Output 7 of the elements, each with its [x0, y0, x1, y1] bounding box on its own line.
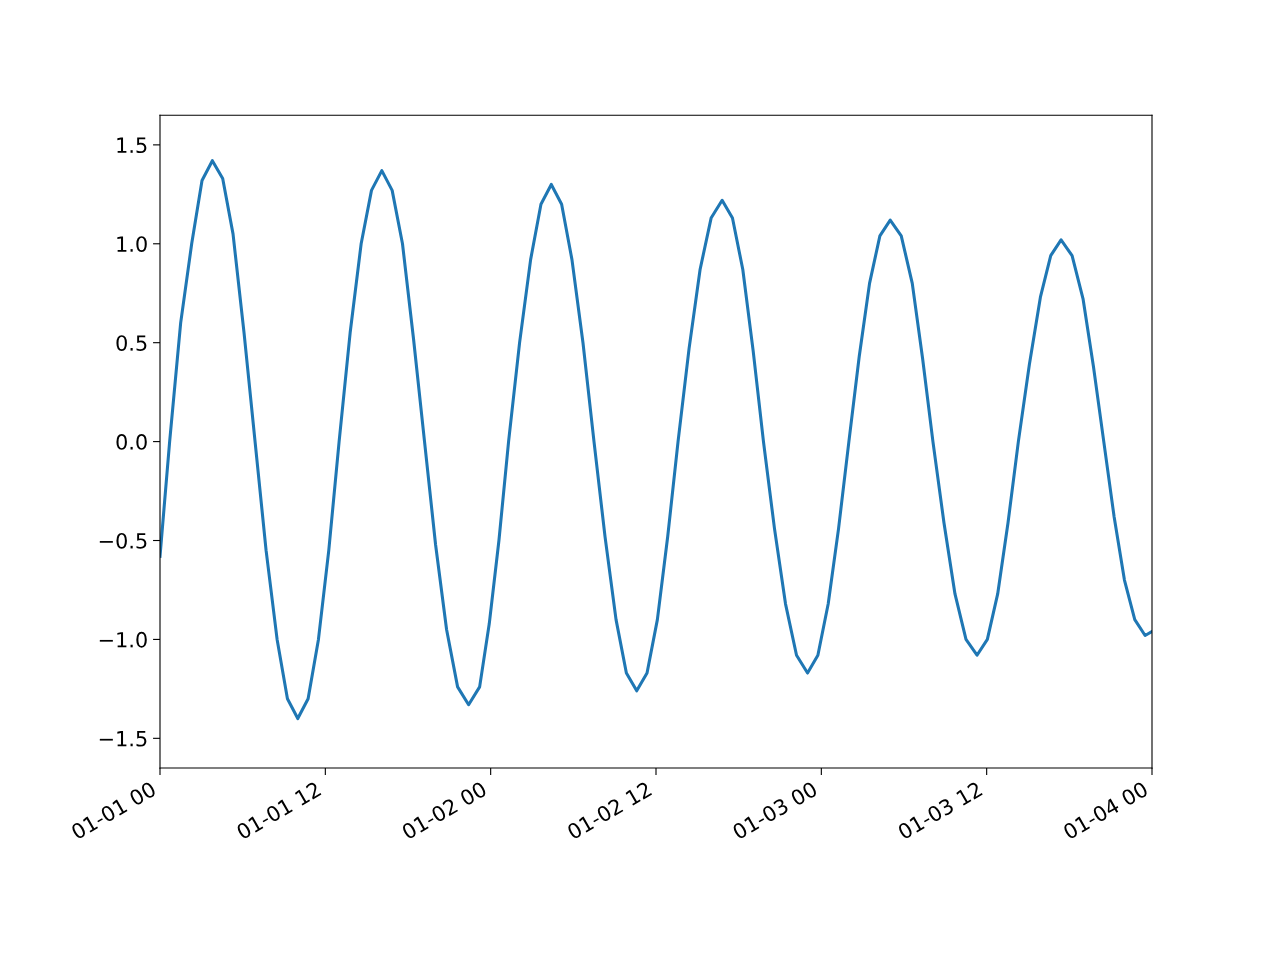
y-tick-label: −0.5 [99, 532, 147, 549]
y-tick-label: −1.5 [99, 731, 147, 747]
y-tick-label: 0.0 [116, 434, 147, 450]
y-tick-label: 1.0 [117, 236, 147, 252]
y-tick-label: 1.5 [117, 137, 147, 154]
y-tick-label: 0.5 [116, 335, 147, 351]
y-tick-label: −1.0 [99, 631, 147, 648]
